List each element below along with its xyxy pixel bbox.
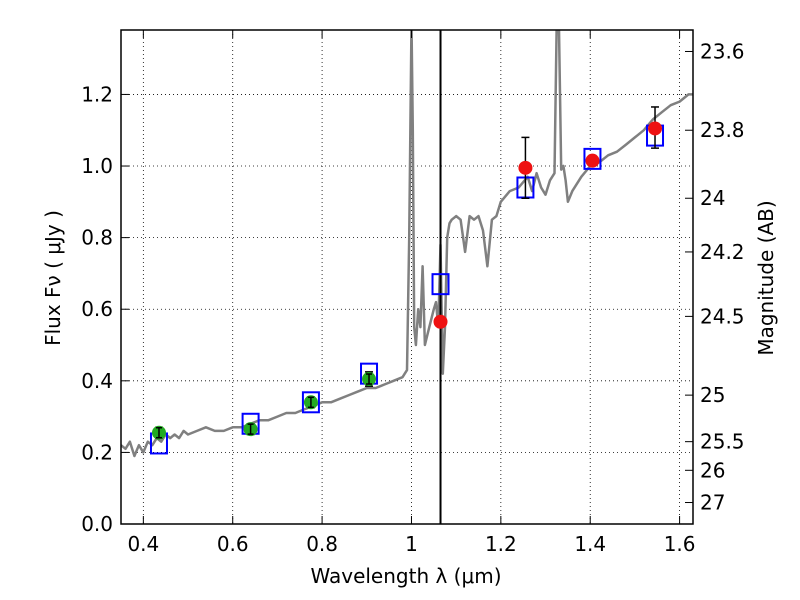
axes-frame (120, 29, 694, 525)
infrared-data-point (518, 160, 533, 175)
x-tick-label: 1.6 (664, 532, 696, 556)
model-spectrum-line (121, 30, 693, 458)
x-tick-label: 1.2 (485, 532, 517, 556)
infrared-data-point (433, 314, 448, 329)
right-tick-label: 26 (700, 458, 725, 482)
infrared-data-point (585, 153, 600, 168)
y-tick-label: 1.0 (81, 154, 113, 178)
y-axis-label: Flux Fν ( μJy ) (41, 210, 65, 346)
right-tick-label: 23.8 (700, 118, 745, 142)
x-tick-label: 1 (405, 532, 418, 556)
y-tick-label: 0.8 (81, 226, 113, 250)
model-photometry-square (301, 391, 320, 414)
right-tick-label: 24.2 (700, 240, 745, 264)
right-tick-label: 25.5 (700, 430, 745, 454)
x-axis-label: Wavelength λ (μm) (310, 564, 501, 588)
right-axis-label: Magnitude (AB) (754, 200, 778, 355)
model-photometry-square (431, 273, 450, 296)
ticks: 0.4 0.6 0.8 1 1.2 1.4 1.6 0.0 0.2 0.4 0.6 0.8 1.0 1.2… (81, 30, 745, 556)
x-tick-label: 0.4 (127, 532, 159, 556)
plot-area (121, 30, 693, 524)
y-tick-label: 0.2 (81, 440, 113, 464)
plot-frame (120, 29, 694, 525)
y-tick-label: 0.6 (81, 297, 113, 321)
infrared-data-point (648, 121, 663, 136)
x-tick-label: 0.8 (306, 532, 338, 556)
x-tick-label: 1.4 (574, 532, 606, 556)
y-tick-label: 0.0 (81, 512, 113, 536)
model-photometry-square (583, 147, 602, 170)
y-tick-label: 0.4 (81, 369, 113, 393)
right-tick-label: 27 (700, 491, 725, 515)
right-tick-label: 23.6 (700, 39, 745, 63)
x-tick-label: 0.6 (217, 532, 249, 556)
y-tick-label: 1.2 (81, 82, 113, 106)
right-tick-label: 24.5 (700, 304, 745, 328)
right-tick-label: 25 (700, 383, 725, 407)
right-tick-label: 24 (700, 186, 725, 210)
